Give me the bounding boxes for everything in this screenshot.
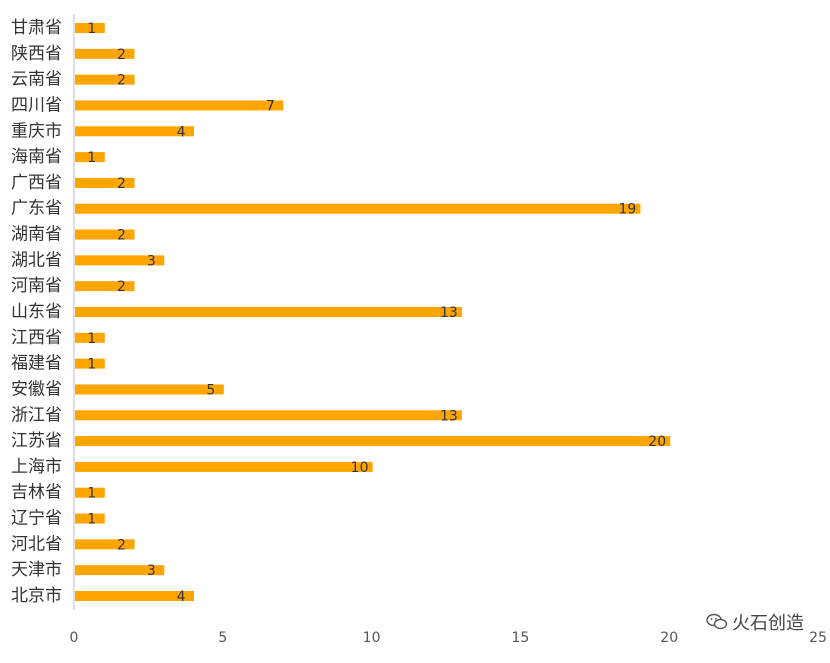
category-label: 广东省 <box>11 199 62 219</box>
data-label: 3 <box>147 563 156 579</box>
data-label: 2 <box>117 279 126 295</box>
x-tick-label: 20 <box>660 630 678 646</box>
data-label: 1 <box>87 21 96 37</box>
bar <box>75 410 462 421</box>
data-label: 4 <box>177 589 186 605</box>
bar <box>75 229 135 240</box>
data-label: 1 <box>87 512 96 528</box>
bar <box>75 152 105 163</box>
bar <box>75 539 135 550</box>
bar <box>75 281 135 292</box>
category-label: 江西省 <box>11 328 62 348</box>
bar <box>75 591 195 601</box>
category-label: 浙江省 <box>11 405 62 425</box>
wechat-icon <box>706 613 728 631</box>
category-label: 甘肃省 <box>11 18 62 38</box>
bar <box>75 384 224 395</box>
category-label: 湖南省 <box>11 225 62 245</box>
bar <box>75 513 105 524</box>
data-label: 20 <box>648 434 666 450</box>
data-label: 3 <box>147 253 156 269</box>
x-tick-label: 5 <box>218 630 227 646</box>
category-label: 河北省 <box>11 534 62 554</box>
data-label: 2 <box>117 176 126 192</box>
category-label: 四川省 <box>11 95 62 115</box>
category-label: 安徽省 <box>11 379 62 399</box>
category-label: 辽宁省 <box>11 509 62 529</box>
data-label: 2 <box>117 73 126 89</box>
data-label: 7 <box>266 98 275 114</box>
watermark: 火石创造 <box>706 609 804 635</box>
x-tick-label: 15 <box>511 630 529 646</box>
category-label: 福建省 <box>11 354 62 374</box>
bar <box>75 23 105 33</box>
bar <box>75 565 165 576</box>
bar <box>75 203 641 214</box>
category-label: 北京市 <box>11 586 62 606</box>
category-label: 广西省 <box>11 173 62 193</box>
data-label: 1 <box>87 357 96 373</box>
bar <box>75 126 195 137</box>
data-label: 5 <box>206 382 215 398</box>
bar <box>75 487 105 498</box>
data-label: 2 <box>117 228 126 244</box>
bar <box>75 100 284 111</box>
bar <box>75 307 462 317</box>
category-label: 河南省 <box>11 276 62 296</box>
category-label: 云南省 <box>11 70 62 90</box>
category-label: 江苏省 <box>11 431 62 451</box>
data-label: 13 <box>440 305 458 321</box>
category-label: 重庆市 <box>11 121 62 141</box>
watermark-text: 火石创造 <box>732 613 804 634</box>
data-label: 4 <box>177 124 186 140</box>
data-label: 2 <box>117 47 126 63</box>
bar <box>75 48 135 59</box>
x-tick-label: 25 <box>809 630 827 646</box>
bar <box>75 436 671 447</box>
category-label: 山东省 <box>11 302 62 322</box>
bar <box>75 461 373 472</box>
data-label: 13 <box>440 408 458 424</box>
data-label: 1 <box>87 486 96 502</box>
bar <box>75 332 105 343</box>
category-label: 上海市 <box>11 457 62 477</box>
bar <box>75 74 135 85</box>
x-tick-label: 10 <box>363 630 381 646</box>
category-label: 吉林省 <box>11 483 62 503</box>
category-label: 湖北省 <box>11 250 62 270</box>
data-label: 10 <box>351 460 369 476</box>
bar <box>75 358 105 369</box>
data-label: 2 <box>117 537 126 553</box>
bar <box>75 177 135 188</box>
x-tick-label: 0 <box>70 630 79 646</box>
category-label: 陕西省 <box>11 44 62 64</box>
data-label: 19 <box>619 202 637 218</box>
category-label: 天津市 <box>11 560 62 580</box>
data-label: 1 <box>87 150 96 166</box>
data-label: 1 <box>87 331 96 347</box>
category-label: 海南省 <box>11 147 62 167</box>
bar <box>75 255 165 266</box>
